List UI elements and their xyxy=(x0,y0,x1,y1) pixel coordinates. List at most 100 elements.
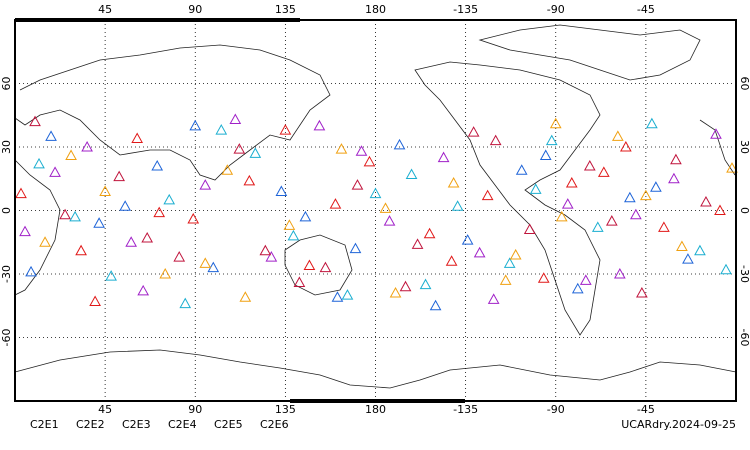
point xyxy=(636,287,648,298)
point xyxy=(499,274,512,285)
x-tick-label: 135 xyxy=(275,403,296,416)
point xyxy=(419,278,432,290)
point xyxy=(173,251,186,262)
point xyxy=(93,217,105,228)
x-tick-label: -45 xyxy=(637,403,655,416)
y-tick-label: -30 xyxy=(738,265,750,283)
point xyxy=(89,295,101,307)
point xyxy=(437,151,450,163)
point xyxy=(605,215,618,226)
point xyxy=(399,280,412,292)
point xyxy=(393,138,406,150)
footer-label: UCARdry.2024-09-25 xyxy=(621,418,736,431)
point xyxy=(189,119,202,131)
point xyxy=(379,202,392,213)
point xyxy=(59,208,71,220)
point xyxy=(523,223,536,235)
point xyxy=(529,183,542,194)
point xyxy=(45,130,57,141)
point xyxy=(720,263,732,275)
point xyxy=(137,284,150,296)
point xyxy=(668,172,680,184)
legend: C2E1 C2E2 C2E3 C2E4 C2E5 C2E6 xyxy=(30,418,289,431)
point xyxy=(33,157,45,169)
point xyxy=(19,225,31,237)
point xyxy=(423,227,436,239)
legend-label: C2E4 xyxy=(168,418,197,431)
point xyxy=(275,185,288,196)
point xyxy=(65,149,77,160)
point xyxy=(199,179,212,190)
coastline xyxy=(14,44,331,181)
coastlines xyxy=(14,24,737,389)
point xyxy=(105,270,117,281)
point xyxy=(676,240,688,251)
point xyxy=(279,124,292,135)
point xyxy=(151,160,164,171)
coastline xyxy=(478,24,701,81)
point xyxy=(461,234,474,245)
point xyxy=(125,236,138,247)
point xyxy=(411,238,424,249)
point xyxy=(283,219,296,230)
point xyxy=(299,210,312,222)
coastline xyxy=(284,234,353,296)
point xyxy=(351,179,364,190)
point xyxy=(503,257,516,268)
point xyxy=(545,134,558,146)
x-tick-label: 180 xyxy=(365,403,386,416)
point xyxy=(69,210,81,222)
coastline xyxy=(414,61,601,336)
point xyxy=(243,174,256,186)
point xyxy=(694,244,706,256)
point xyxy=(355,145,368,156)
point xyxy=(249,147,262,158)
point xyxy=(429,299,442,311)
point xyxy=(131,132,144,144)
point xyxy=(265,251,278,262)
point xyxy=(207,261,220,273)
points xyxy=(15,113,738,311)
y-tick-label: 30 xyxy=(738,140,750,154)
point xyxy=(369,187,382,199)
point xyxy=(179,297,192,309)
point xyxy=(565,176,578,188)
point xyxy=(579,274,592,285)
point xyxy=(363,155,376,167)
point xyxy=(319,261,332,273)
point xyxy=(537,272,550,283)
point xyxy=(555,210,568,222)
legend-label: C2E2 xyxy=(76,418,105,431)
point xyxy=(473,246,486,258)
point xyxy=(682,253,694,264)
point xyxy=(163,193,176,205)
point xyxy=(389,287,402,298)
point xyxy=(561,198,574,209)
point xyxy=(714,204,726,215)
coastline xyxy=(14,349,737,389)
point xyxy=(229,113,242,124)
x-tick-label: 135 xyxy=(275,3,296,16)
point xyxy=(571,282,584,294)
grid xyxy=(15,20,736,401)
point xyxy=(624,191,636,203)
point xyxy=(187,212,200,224)
point xyxy=(259,244,272,256)
point xyxy=(613,267,626,279)
x-tick-label: 45 xyxy=(98,3,112,16)
point xyxy=(329,198,342,209)
x-tick-label: -90 xyxy=(547,403,565,416)
point xyxy=(509,248,522,260)
point xyxy=(630,208,642,220)
point xyxy=(650,181,662,192)
point xyxy=(29,115,41,127)
point xyxy=(539,149,552,160)
point xyxy=(515,164,528,175)
legend-label: C2E3 xyxy=(122,418,151,431)
y-tick-label: 30 xyxy=(0,140,13,154)
point xyxy=(583,160,596,171)
y-tick-label: -60 xyxy=(738,329,750,347)
point xyxy=(141,231,154,243)
point xyxy=(349,242,362,254)
point xyxy=(447,176,460,188)
